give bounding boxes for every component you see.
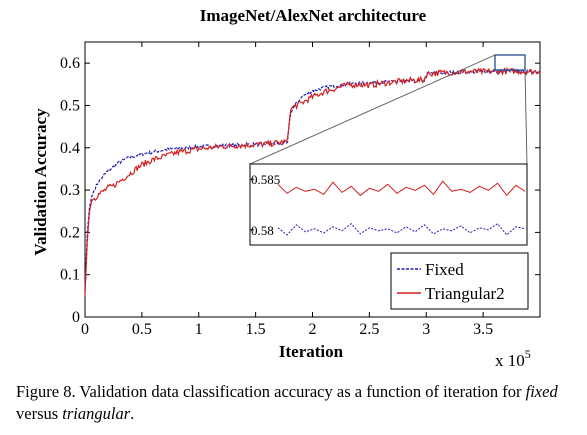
inset-y-tick-label: 0.58 bbox=[251, 223, 274, 238]
x-tick-label: 1.5 bbox=[246, 321, 266, 338]
x-tick-label: 3 bbox=[422, 321, 430, 338]
x-multiplier-exponent: 5 bbox=[525, 347, 531, 361]
y-tick-label: 0 bbox=[72, 309, 80, 326]
x-tick-label: 3.5 bbox=[473, 321, 493, 338]
y-tick-label: 0.2 bbox=[60, 224, 80, 241]
caption-middle: versus bbox=[16, 404, 63, 423]
caption-term-triangular: triangular bbox=[62, 404, 131, 423]
inset-series-fixed bbox=[277, 223, 526, 236]
x-tick-label: 1 bbox=[195, 321, 203, 338]
series-line-triangular2 bbox=[84, 66, 541, 296]
legend-box bbox=[390, 252, 529, 310]
zoom-connector-right bbox=[524, 69, 528, 165]
chart-title: ImageNet/AlexNet architecture bbox=[200, 6, 427, 25]
zoom-region-box bbox=[494, 54, 526, 71]
caption-suffix: . bbox=[130, 404, 135, 423]
x-tick-label: 2 bbox=[309, 321, 317, 338]
inset-frame bbox=[249, 163, 528, 246]
y-tick-label: 0.6 bbox=[60, 55, 80, 72]
inset-series-triangular2 bbox=[277, 180, 526, 197]
x-multiplier-base: x 10 bbox=[495, 351, 525, 370]
caption-prefix: Figure 8. Validation data classification… bbox=[16, 382, 526, 401]
y-tick-label: 0.3 bbox=[60, 182, 80, 199]
x-tick-label: 2.5 bbox=[359, 321, 379, 338]
y-tick-label: 0.5 bbox=[60, 97, 80, 114]
zoom-connector-left bbox=[249, 54, 496, 165]
plot-area: 0 0.5 1 1.5 2 2.5 3 3.5 0 0.1 0.2 0.3 0.4 0.5 0.6 0.58 0… bbox=[60, 41, 541, 338]
x-multiplier-label: x 105 bbox=[495, 347, 531, 370]
figure-caption: Figure 8. Validation data classification… bbox=[16, 381, 576, 425]
legend-label-fixed: Fixed bbox=[425, 260, 464, 279]
y-axis-label: Validation Accuracy bbox=[31, 108, 50, 256]
y-tick-label: 0.1 bbox=[60, 267, 80, 284]
caption-term-fixed: fixed bbox=[525, 382, 558, 401]
y-tick-label: 0.4 bbox=[60, 140, 80, 157]
accuracy-chart: ImageNet/AlexNet architecture Validation… bbox=[31, 6, 541, 370]
x-axis-label: Iteration bbox=[279, 342, 344, 361]
x-tick-label: 0 bbox=[81, 321, 89, 338]
x-tick-label: 0.5 bbox=[132, 321, 152, 338]
inset-y-tick-label: 0.585 bbox=[251, 172, 280, 187]
legend-label-triangular2: Triangular2 bbox=[425, 284, 505, 303]
